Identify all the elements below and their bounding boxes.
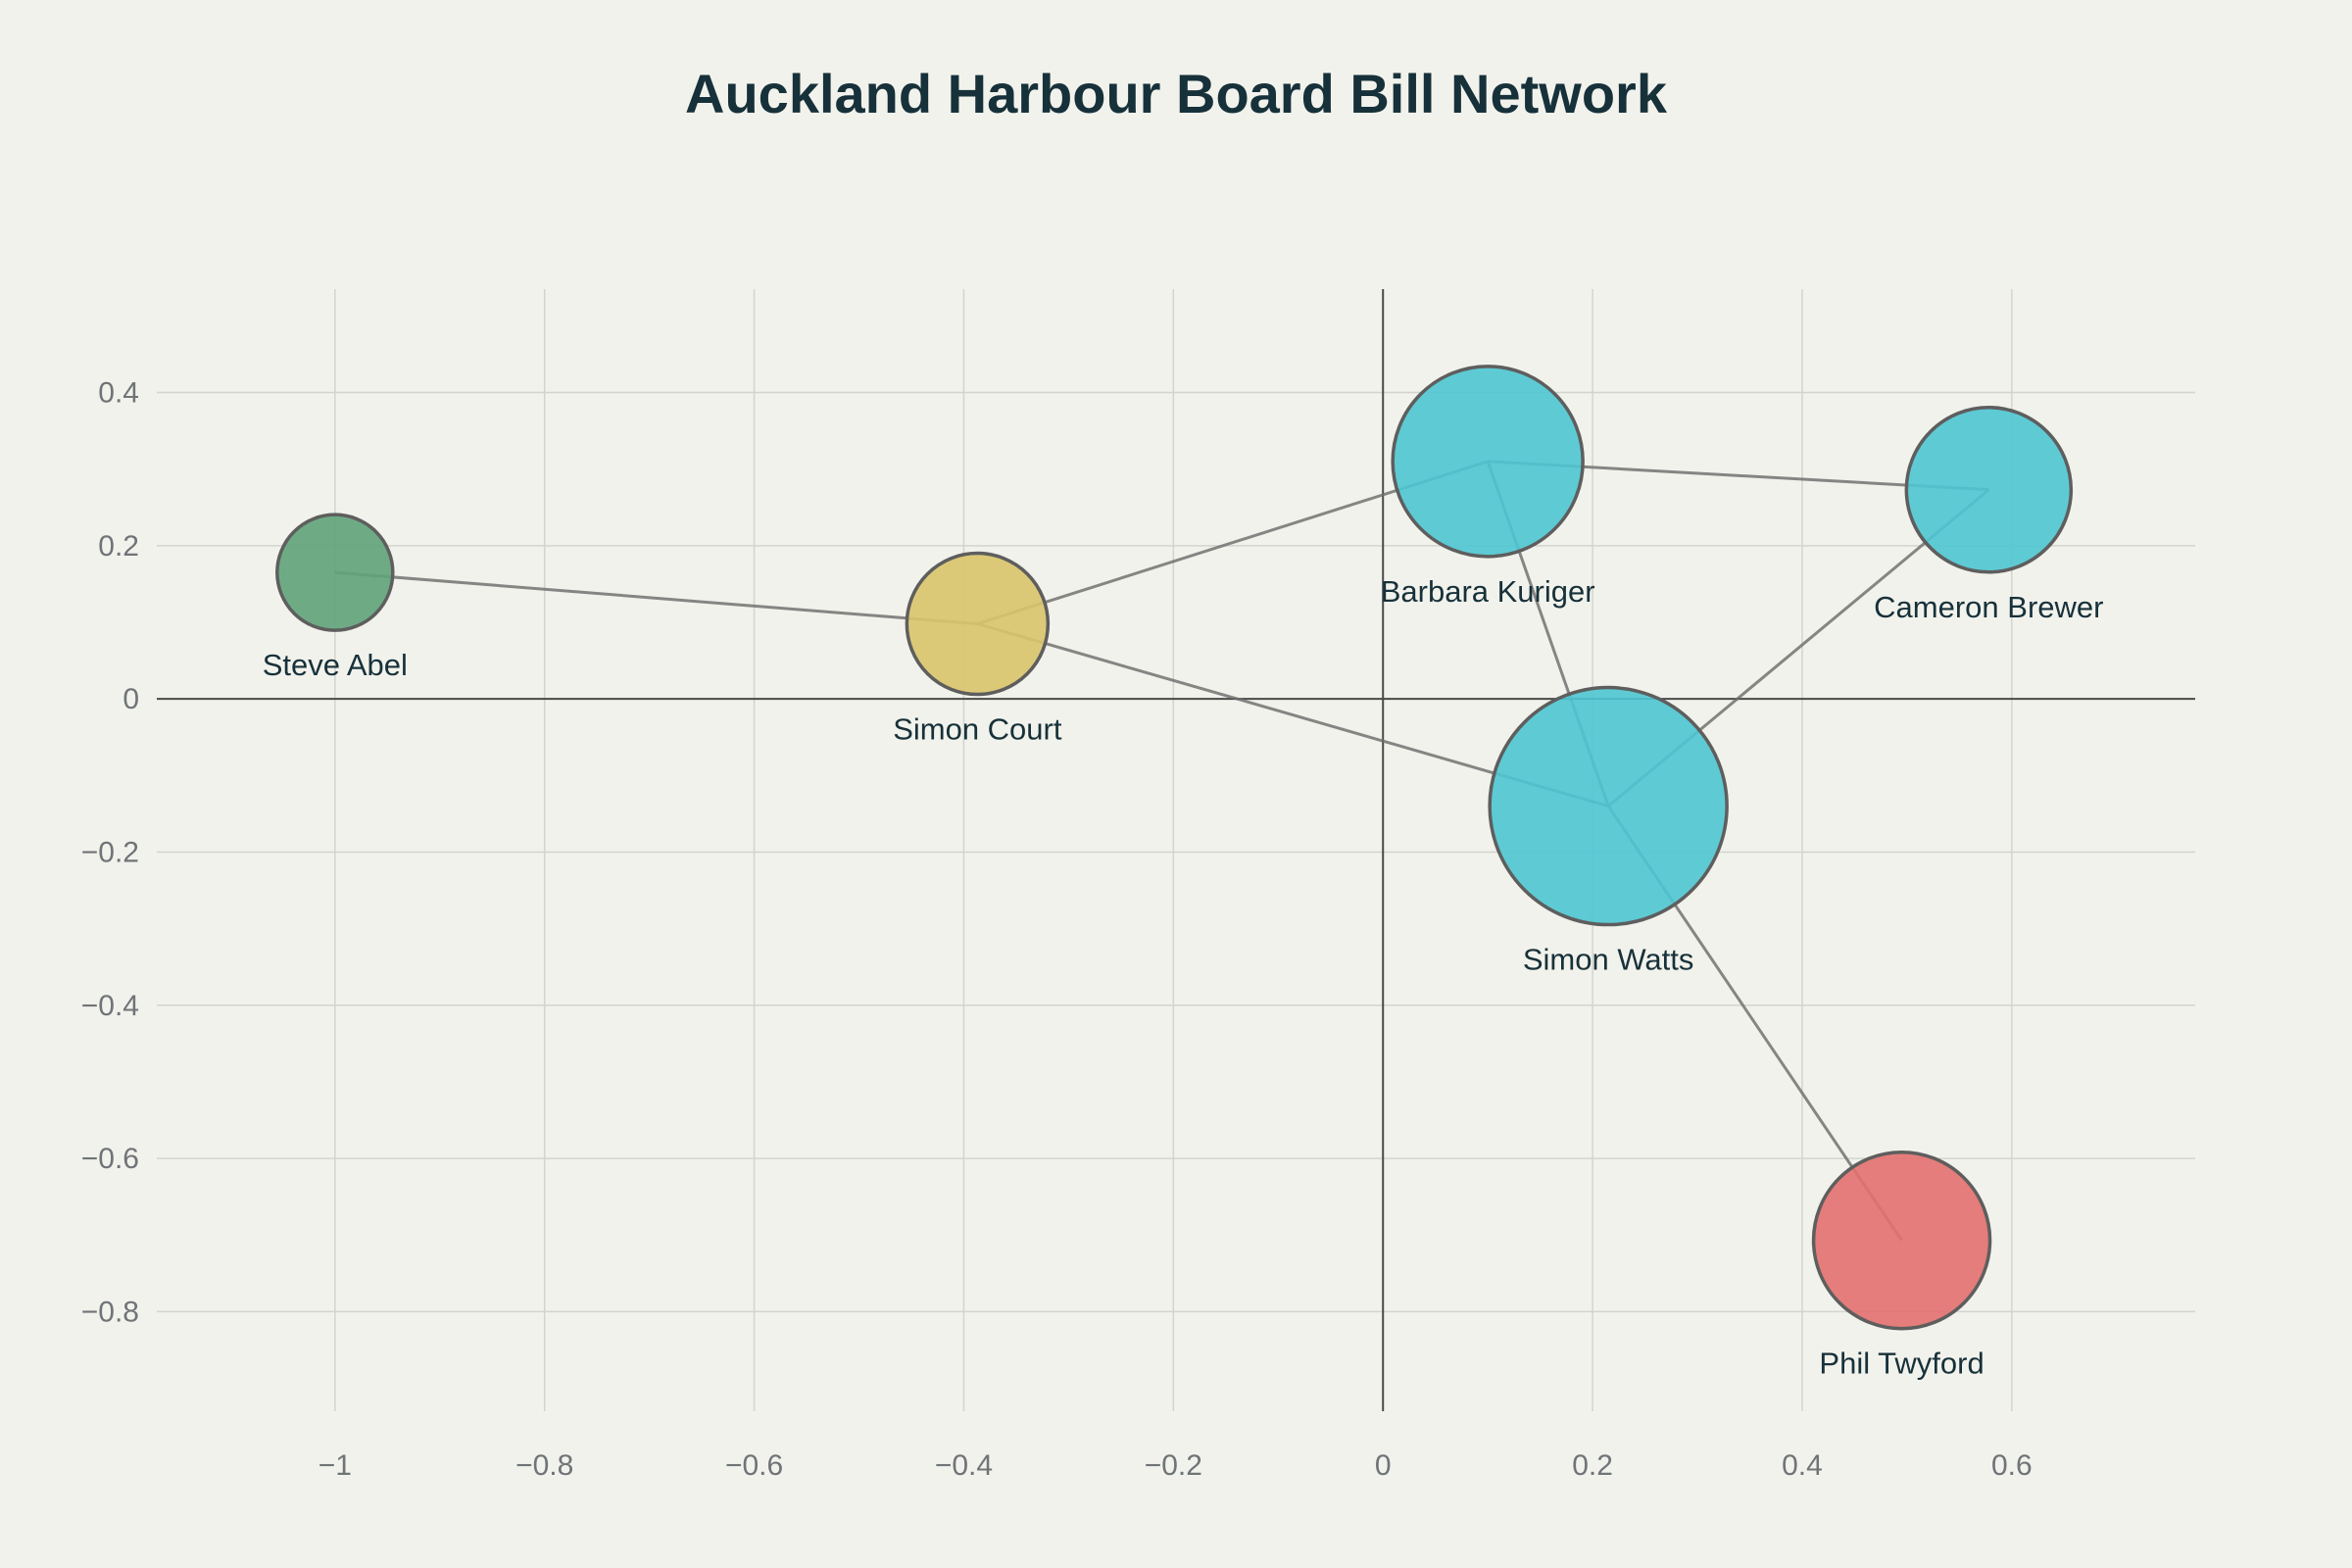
node-phil-twyford[interactable] [1811, 1150, 1992, 1331]
y-tick-label: 0.2 [98, 530, 139, 563]
y-tick-label: 0 [122, 683, 139, 715]
node-barbara-kuriger[interactable] [1391, 365, 1585, 559]
x-tick-label: 0.2 [1572, 1449, 1613, 1482]
node-label-phil-twyford: Phil Twyford [1819, 1347, 1984, 1381]
node-label-steve-abel: Steve Abel [263, 648, 408, 682]
x-tick-label: −0.6 [725, 1449, 783, 1482]
y-tick-label: −0.6 [81, 1143, 139, 1175]
node-label-barbara-kuriger: Barbara Kuriger [1381, 574, 1595, 609]
y-tick-label: −0.8 [81, 1296, 139, 1328]
node-label-simon-court: Simon Court [893, 712, 1062, 747]
chart-title: Auckland Harbour Board Bill Network [685, 63, 1668, 124]
network-edge-steve-abel-to-simon-court [334, 570, 978, 626]
axis-layer: −1 −0.8 −0.6 −0.4 −0.2 0 0.2 0.4 0.6 0.4 0.2 0 −0.2 −… [81, 377, 2033, 1482]
node-simon-court[interactable] [905, 551, 1051, 697]
x-tick-label: 0.6 [1991, 1449, 2033, 1482]
label-layer: Steve Abel Simon Court Barbara Kuriger Came… [263, 574, 2104, 1381]
x-tick-label: −0.2 [1145, 1449, 1202, 1482]
node-steve-abel[interactable] [275, 513, 395, 632]
x-tick-label: −1 [318, 1449, 352, 1482]
node-layer [275, 365, 2074, 1331]
node-label-cameron-brewer: Cameron Brewer [1874, 590, 2103, 624]
y-tick-label: 0.4 [98, 377, 139, 410]
node-simon-watts[interactable] [1488, 685, 1729, 927]
node-cameron-brewer[interactable] [1904, 406, 2074, 574]
y-tick-label: −0.4 [81, 990, 139, 1022]
x-tick-label: 0.4 [1782, 1449, 1823, 1482]
y-tick-label: −0.2 [81, 836, 139, 868]
x-tick-label: −0.8 [515, 1449, 573, 1482]
node-label-simon-watts: Simon Watts [1523, 943, 1694, 977]
x-tick-label: −0.4 [935, 1449, 993, 1482]
x-tick-label: 0 [1375, 1449, 1392, 1482]
